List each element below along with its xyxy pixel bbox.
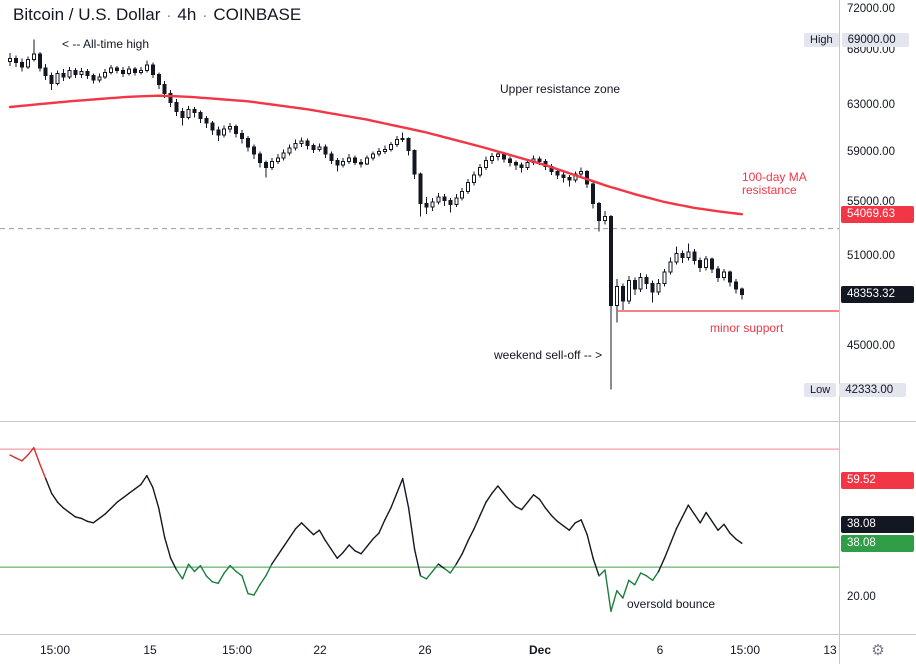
low-badge-row: Low 42333.00 bbox=[804, 381, 907, 399]
annotation-ma-resistance-line1: 100-day MA bbox=[742, 170, 807, 184]
rsi-panel[interactable]: oversold bounce bbox=[0, 422, 839, 634]
symbol-name[interactable]: Bitcoin / U.S. Dollar bbox=[13, 5, 161, 24]
time-axis-label: 13 bbox=[823, 643, 837, 657]
time-axis-label: 22 bbox=[313, 643, 327, 657]
ma-value-badge: 54069.63 bbox=[841, 205, 914, 223]
settings-gear-icon[interactable]: ⚙ bbox=[871, 642, 885, 659]
price-axis[interactable]: 72000.00 68000.00 63000.00 59000.00 55000.00… bbox=[804, 0, 916, 664]
high-badge-chip: High bbox=[804, 32, 839, 47]
time-axis-label: 6 bbox=[656, 643, 664, 657]
time-axis-label: 15 bbox=[143, 643, 157, 657]
rsi-badge-red: 59.52 bbox=[841, 471, 914, 489]
price-axis-label: 72000.00 bbox=[847, 3, 895, 15]
price-axis-label: 68000.00 bbox=[847, 43, 895, 56]
price-axis-separator bbox=[839, 0, 840, 664]
rsi-badge-dark: 38.08 bbox=[841, 515, 914, 533]
rsi-badge-green: 38.08 bbox=[841, 534, 914, 552]
price-axis-label: 59000.00 bbox=[847, 145, 895, 158]
time-axis-label: 15:00 bbox=[221, 643, 253, 657]
time-axis-label: 15:00 bbox=[729, 643, 761, 657]
interval-label[interactable]: 4h bbox=[177, 5, 197, 24]
annotation-oversold-bounce[interactable]: oversold bounce bbox=[627, 597, 716, 611]
low-badge-chip: Low bbox=[804, 382, 837, 397]
time-axis-label: 15:00 bbox=[39, 643, 71, 657]
rsi-chart-svg bbox=[0, 446, 839, 612]
exchange-label[interactable]: COINBASE bbox=[213, 5, 302, 24]
price-axis-label: 55000.00 bbox=[847, 196, 895, 209]
pane-separator-bottom[interactable] bbox=[0, 634, 916, 635]
chart-title: Bitcoin / U.S. Dollar · 4h · COINBASE bbox=[13, 5, 301, 25]
high-badge-value: 69000.00 bbox=[841, 32, 909, 47]
price-chart-svg bbox=[0, 39, 839, 390]
time-axis-label: Dec bbox=[528, 643, 551, 657]
price-panel[interactable]: Bitcoin / U.S. Dollar · 4h · COINBASE < -- A… bbox=[0, 0, 839, 421]
low-badge-value: 42333.00 bbox=[839, 382, 907, 397]
price-axis-label: 63000.00 bbox=[847, 98, 895, 111]
last-price-badge: 48353.32 bbox=[841, 285, 914, 303]
time-axis-label: 26 bbox=[418, 643, 432, 657]
title-separator: · bbox=[202, 7, 208, 24]
axis-corner: ⚙ bbox=[840, 641, 916, 659]
price-axis-label: 45000.00 bbox=[847, 339, 895, 352]
price-axis-label: 51000.00 bbox=[847, 250, 895, 263]
rsi-axis-label: 20.00 bbox=[847, 590, 876, 603]
annotation-ma-resistance[interactable]: 100-day MA resistance bbox=[742, 171, 807, 197]
annotation-upper-resistance[interactable]: Upper resistance zone bbox=[500, 82, 621, 96]
pane-separator-top[interactable] bbox=[0, 421, 916, 422]
annotation-all-time-high[interactable]: < -- All-time high bbox=[62, 37, 150, 51]
high-badge-row: High 69000.00 bbox=[804, 31, 909, 49]
annotation-weekend-selloff[interactable]: weekend sell-off -- > bbox=[494, 348, 603, 362]
annotation-ma-resistance-line2: resistance bbox=[742, 183, 797, 197]
time-axis[interactable]: 15:00 15 15:00 22 26 Dec 6 15:00 13 bbox=[0, 635, 839, 664]
title-separator: · bbox=[166, 7, 172, 24]
annotation-minor-support[interactable]: minor support bbox=[710, 321, 784, 335]
